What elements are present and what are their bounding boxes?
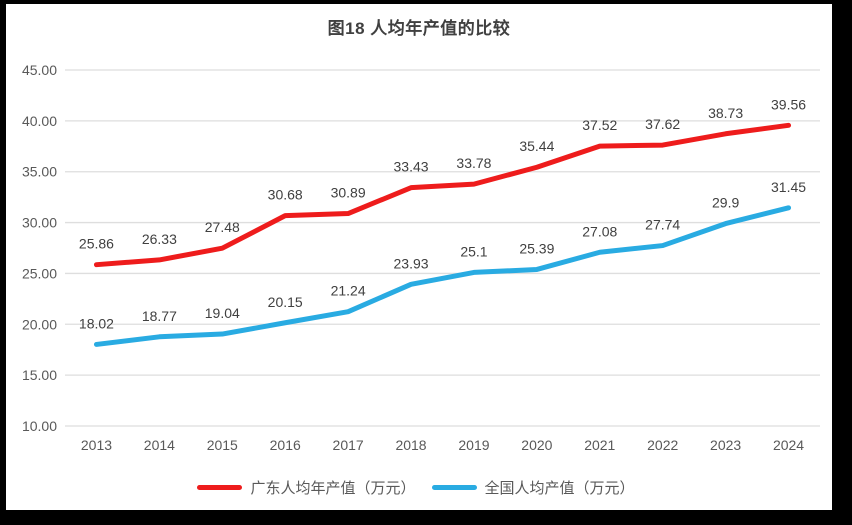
x-tick-label: 2020: [521, 437, 552, 453]
data-label: 30.89: [331, 185, 366, 201]
x-tick-label: 2015: [207, 437, 238, 453]
data-label: 25.39: [519, 240, 554, 256]
data-label: 25.1: [460, 243, 487, 259]
data-label: 33.43: [394, 159, 429, 175]
legend-item-guangdong: 广东人均年产值（万元）: [197, 477, 416, 498]
data-label: 39.56: [771, 96, 806, 112]
data-label: 26.33: [142, 231, 177, 247]
x-tick-label: 2016: [270, 437, 301, 453]
data-label: 27.48: [205, 219, 240, 235]
x-tick-label: 2024: [773, 437, 804, 453]
series-line-1: [93, 205, 792, 347]
legend-line-guangdong-icon: [197, 485, 243, 490]
x-tick-label: 2018: [395, 437, 426, 453]
data-label: 29.9: [712, 195, 739, 211]
data-label: 37.62: [645, 116, 680, 132]
data-label: 38.73: [708, 105, 743, 121]
data-label: 37.52: [582, 117, 617, 133]
data-label: 31.45: [771, 179, 806, 195]
legend-label-guangdong: 广东人均年产值（万元）: [250, 480, 416, 497]
legend-line-national-icon: [431, 485, 477, 490]
legend-label-national: 全国人均产值（万元）: [484, 480, 635, 497]
y-tick-label: 35.00: [22, 164, 57, 180]
data-label: 33.78: [456, 155, 491, 171]
data-label: 18.02: [79, 315, 114, 331]
data-label: 27.08: [582, 223, 617, 239]
y-tick-label: 15.00: [22, 367, 57, 383]
data-label: 23.93: [394, 255, 429, 271]
data-label: 20.15: [268, 294, 303, 310]
y-tick-label: 10.00: [22, 418, 57, 434]
y-tick-label: 40.00: [22, 113, 57, 129]
x-tick-label: 2014: [144, 437, 175, 453]
legend: 广东人均年产值（万元） 全国人均产值（万元）: [0, 477, 832, 498]
chart-title: 图18 人均年产值的比较: [327, 19, 511, 38]
legend-item-national: 全国人均产值（万元）: [431, 477, 635, 498]
x-tick-label: 2013: [81, 437, 112, 453]
y-tick-label: 45.00: [22, 62, 57, 78]
data-label: 27.74: [645, 217, 680, 233]
y-tick-label: 30.00: [22, 215, 57, 231]
x-tick-label: 2022: [647, 437, 678, 453]
x-tick-label: 2023: [710, 437, 741, 453]
data-label: 25.86: [79, 236, 114, 252]
data-label: 35.44: [519, 138, 554, 154]
y-tick-label: 20.00: [22, 316, 57, 332]
data-label: 21.24: [331, 283, 366, 299]
series-line-0: [93, 122, 792, 268]
x-tick-label: 2017: [333, 437, 364, 453]
x-tick-label: 2019: [458, 437, 489, 453]
data-label: 19.04: [205, 305, 240, 321]
data-label: 18.77: [142, 308, 177, 324]
data-label: 30.68: [268, 187, 303, 203]
y-tick-label: 25.00: [22, 265, 57, 281]
x-tick-label: 2021: [584, 437, 615, 453]
